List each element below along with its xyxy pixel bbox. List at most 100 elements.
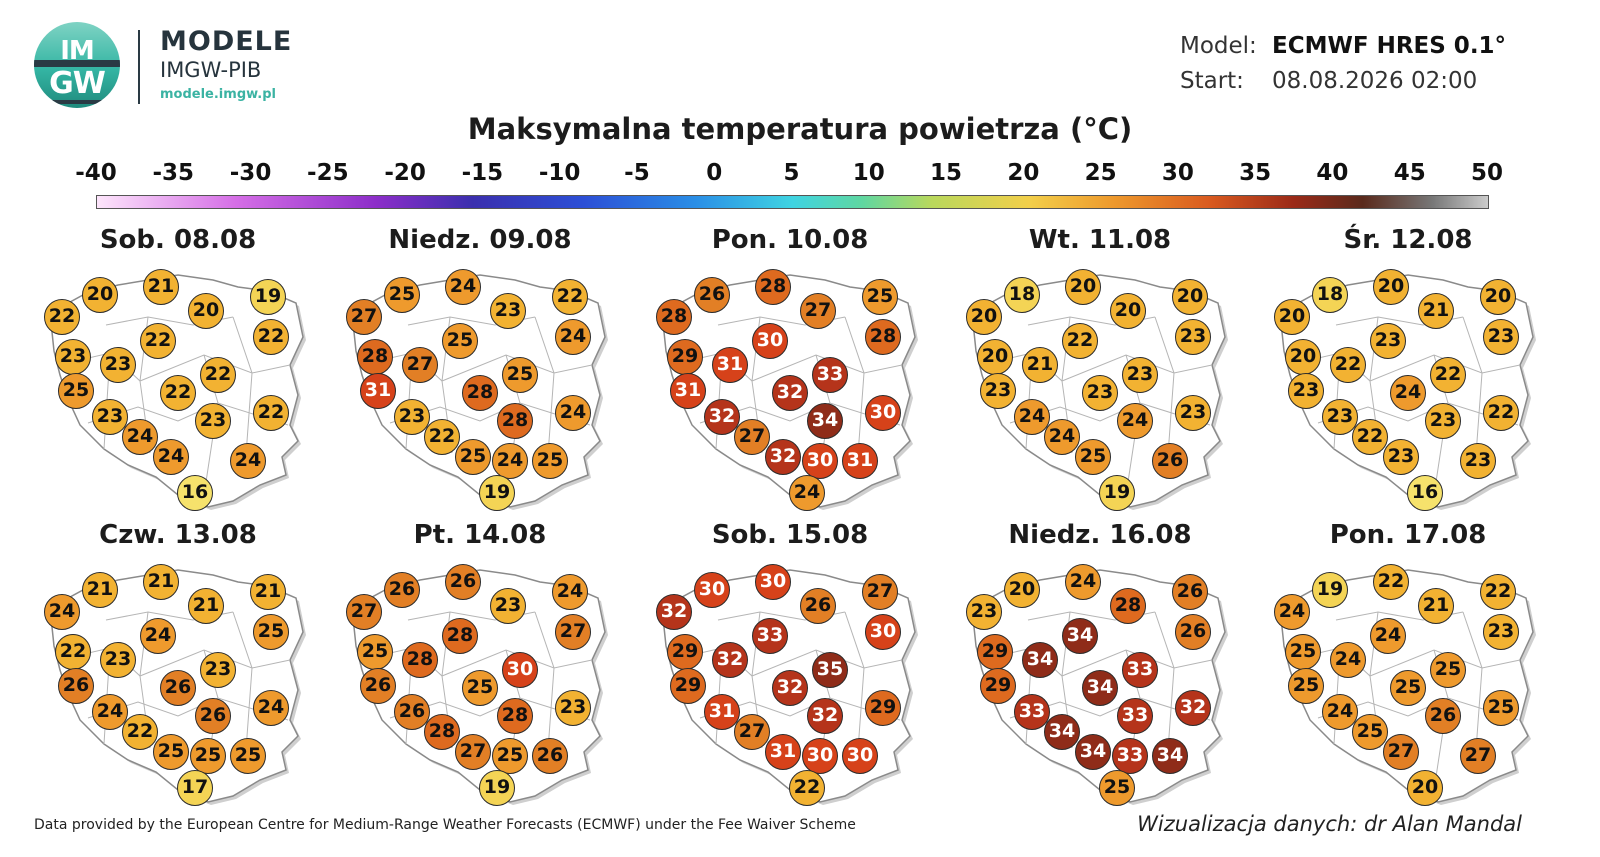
scale-tick-label: -15 bbox=[461, 160, 504, 186]
scale-tick-label: 10 bbox=[852, 160, 885, 186]
temperature-marker: 28 bbox=[462, 375, 498, 411]
temperature-marker: 23 bbox=[966, 594, 1002, 630]
scale-tick-label: 35 bbox=[1239, 160, 1272, 186]
scale-tick-label: -10 bbox=[538, 160, 581, 186]
temperature-marker: 25 bbox=[502, 357, 538, 393]
temperature-marker: 20 bbox=[966, 299, 1002, 335]
region-border bbox=[844, 316, 865, 456]
temperature-marker: 33 bbox=[752, 618, 788, 654]
temperature-marker: 20 bbox=[82, 277, 118, 313]
temperature-marker: 26 bbox=[1175, 614, 1211, 650]
temperature-marker: 26 bbox=[394, 694, 430, 730]
temperature-marker: 25 bbox=[1483, 690, 1519, 726]
brand-name: MODELE bbox=[160, 26, 293, 57]
temperature-marker: 24 bbox=[789, 475, 825, 511]
temperature-marker: 24 bbox=[1014, 399, 1050, 435]
temperature-marker: 31 bbox=[670, 373, 706, 409]
temperature-marker: 21 bbox=[143, 269, 179, 305]
region-border bbox=[669, 352, 903, 382]
scale-tick-label: 40 bbox=[1316, 160, 1349, 186]
temperature-marker: 25 bbox=[442, 323, 478, 359]
temperature-marker: 24 bbox=[1330, 642, 1366, 678]
temperature-marker: 21 bbox=[1418, 293, 1454, 329]
scale-tick-label: 5 bbox=[783, 160, 800, 186]
temperature-marker: 23 bbox=[195, 403, 231, 439]
temperature-marker: 20 bbox=[977, 339, 1013, 375]
temperature-marker: 30 bbox=[502, 652, 538, 688]
temperature-marker: 23 bbox=[555, 690, 591, 726]
scale-tick-label: 25 bbox=[1084, 160, 1117, 186]
temperature-marker: 22 bbox=[1330, 347, 1366, 383]
temperature-marker: 26 bbox=[445, 564, 481, 600]
region-border bbox=[232, 316, 253, 456]
temperature-marker: 28 bbox=[424, 714, 460, 750]
temperature-marker: 29 bbox=[980, 668, 1016, 704]
temperature-marker: 24 bbox=[253, 690, 289, 726]
temperature-marker: 31 bbox=[360, 373, 396, 409]
temperature-marker: 23 bbox=[200, 652, 236, 688]
brand-url: modele.imgw.pl bbox=[160, 87, 276, 102]
region-border bbox=[232, 611, 253, 751]
temperature-marker: 24 bbox=[122, 419, 158, 455]
region-border bbox=[1287, 352, 1521, 382]
temperature-marker: 23 bbox=[490, 293, 526, 329]
temperature-marker: 25 bbox=[532, 443, 568, 479]
start-value: 08.08.2026 02:00 bbox=[1272, 68, 1478, 94]
temperature-marker: 22 bbox=[789, 770, 825, 806]
temperature-marker: 22 bbox=[1062, 323, 1098, 359]
temperature-marker: 30 bbox=[694, 572, 730, 608]
day-label: Pon. 17.08 bbox=[1329, 520, 1487, 550]
temperature-marker: 29 bbox=[670, 668, 706, 704]
temperature-marker: 27 bbox=[402, 347, 438, 383]
temperature-marker: 34 bbox=[807, 403, 843, 439]
day-label: Śr. 12.08 bbox=[1343, 225, 1473, 255]
temperature-marker: 29 bbox=[667, 339, 703, 375]
temperature-marker: 27 bbox=[1383, 734, 1419, 770]
temperature-marker: 21 bbox=[1022, 347, 1058, 383]
temperature-marker: 25 bbox=[1285, 634, 1321, 670]
temperature-marker: 25 bbox=[58, 373, 94, 409]
temperature-marker: 33 bbox=[1014, 694, 1050, 730]
temperature-marker: 24 bbox=[555, 319, 591, 355]
temperature-marker: 31 bbox=[712, 347, 748, 383]
temperature-marker: 20 bbox=[1274, 299, 1310, 335]
temperature-marker: 25 bbox=[230, 738, 266, 774]
temperature-marker: 23 bbox=[55, 339, 91, 375]
temperature-marker: 25 bbox=[1430, 652, 1466, 688]
logo-text-bottom: GW bbox=[49, 66, 106, 101]
day-label: Pt. 14.08 bbox=[413, 520, 547, 550]
temperature-marker: 29 bbox=[667, 634, 703, 670]
temperature-marker: 31 bbox=[765, 734, 801, 770]
temperature-marker: 32 bbox=[772, 375, 808, 411]
temperature-marker: 23 bbox=[100, 347, 136, 383]
temperature-marker: 32 bbox=[704, 399, 740, 435]
temperature-marker: 19 bbox=[479, 475, 515, 511]
region-border bbox=[1462, 611, 1483, 751]
temperature-marker: 26 bbox=[58, 668, 94, 704]
temperature-marker: 32 bbox=[807, 698, 843, 734]
temperature-marker: 24 bbox=[552, 574, 588, 610]
region-border bbox=[57, 352, 291, 382]
temperature-marker: 21 bbox=[143, 564, 179, 600]
scale-tick-label: -35 bbox=[152, 160, 195, 186]
temperature-marker: 34 bbox=[1075, 734, 1111, 770]
temperature-marker: 25 bbox=[492, 738, 528, 774]
temperature-marker: 23 bbox=[1483, 319, 1519, 355]
temperature-marker: 19 bbox=[1312, 572, 1348, 608]
temperature-marker: 27 bbox=[862, 574, 898, 610]
temperature-marker: 26 bbox=[160, 670, 196, 706]
temperature-marker: 26 bbox=[360, 668, 396, 704]
temperature-marker: 20 bbox=[1285, 339, 1321, 375]
day-label: Niedz. 16.08 bbox=[1008, 520, 1192, 550]
temperature-marker: 19 bbox=[1099, 475, 1135, 511]
temperature-marker: 33 bbox=[1117, 698, 1153, 734]
temperature-marker: 18 bbox=[1004, 277, 1040, 313]
temperature-marker: 27 bbox=[555, 614, 591, 650]
temperature-marker: 20 bbox=[188, 293, 224, 329]
temperature-marker: 31 bbox=[704, 694, 740, 730]
temperature-marker: 26 bbox=[532, 738, 568, 774]
temperature-marker: 23 bbox=[1175, 319, 1211, 355]
temperature-marker: 16 bbox=[177, 475, 213, 511]
temperature-marker: 23 bbox=[1288, 373, 1324, 409]
temperature-marker: 26 bbox=[384, 572, 420, 608]
